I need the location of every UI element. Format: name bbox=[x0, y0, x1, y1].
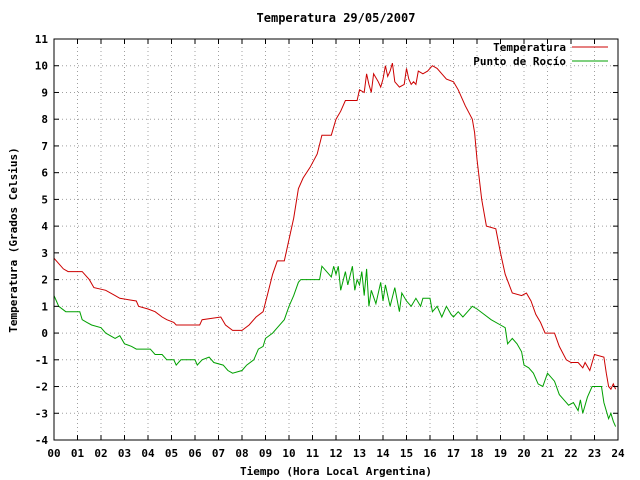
x-tick-label: 03 bbox=[118, 447, 131, 460]
y-tick-label: -4 bbox=[35, 434, 49, 447]
x-tick-label: 19 bbox=[494, 447, 507, 460]
y-tick-label: 4 bbox=[41, 220, 48, 233]
x-tick-label: 00 bbox=[47, 447, 60, 460]
x-tick-label: 21 bbox=[541, 447, 555, 460]
x-tick-label: 08 bbox=[235, 447, 248, 460]
x-tick-label: 02 bbox=[94, 447, 107, 460]
chart-title: Temperatura 29/05/2007 bbox=[257, 11, 416, 25]
x-tick-label: 18 bbox=[470, 447, 483, 460]
y-tick-label: 3 bbox=[41, 247, 48, 260]
y-tick-label: -3 bbox=[35, 407, 48, 420]
x-tick-label: 23 bbox=[588, 447, 601, 460]
y-tick-label: 2 bbox=[41, 274, 48, 287]
legend-label: Punto de Rocío bbox=[473, 55, 566, 68]
x-tick-label: 06 bbox=[188, 447, 202, 460]
ticks: 00 01 02 03 04 05 06 07 08 09 10 11 12 13 14 15 16 17 18 19… bbox=[35, 33, 625, 460]
legend-label: Temperatura bbox=[493, 41, 566, 54]
x-tick-label: 01 bbox=[71, 447, 85, 460]
x-tick-label: 12 bbox=[329, 447, 342, 460]
x-tick-label: 10 bbox=[282, 447, 295, 460]
x-axis-label: Tiempo (Hora Local Argentina) bbox=[240, 465, 432, 478]
x-tick-label: 24 bbox=[611, 447, 625, 460]
x-tick-label: 05 bbox=[165, 447, 178, 460]
y-axis-label: Temperatura (Grados Celsius) bbox=[7, 147, 20, 332]
x-tick-label: 13 bbox=[353, 447, 366, 460]
grid bbox=[54, 39, 618, 440]
y-tick-label: 9 bbox=[41, 86, 48, 99]
y-tick-label: 7 bbox=[41, 140, 48, 153]
series-line-temperatura bbox=[53, 62, 617, 391]
y-tick-label: 0 bbox=[41, 327, 48, 340]
y-tick-label: 1 bbox=[41, 300, 48, 313]
x-tick-label: 09 bbox=[259, 447, 272, 460]
y-tick-label: -2 bbox=[35, 381, 48, 394]
series-layer bbox=[53, 62, 617, 427]
y-tick-label: 10 bbox=[35, 60, 48, 73]
x-tick-label: 14 bbox=[376, 447, 390, 460]
y-tick-label: 11 bbox=[35, 33, 49, 46]
series-line-punto-de-rocio bbox=[53, 265, 617, 427]
x-tick-label: 22 bbox=[564, 447, 577, 460]
x-tick-label: 11 bbox=[306, 447, 320, 460]
x-tick-label: 16 bbox=[423, 447, 437, 460]
y-tick-label: 6 bbox=[41, 167, 48, 180]
x-tick-label: 17 bbox=[447, 447, 460, 460]
y-tick-label: 5 bbox=[41, 193, 48, 206]
x-tick-label: 07 bbox=[212, 447, 225, 460]
y-tick-label: 8 bbox=[41, 113, 48, 126]
x-tick-label: 04 bbox=[141, 447, 155, 460]
y-tick-label: -1 bbox=[35, 354, 49, 367]
x-tick-label: 20 bbox=[517, 447, 530, 460]
x-tick-label: 15 bbox=[400, 447, 413, 460]
